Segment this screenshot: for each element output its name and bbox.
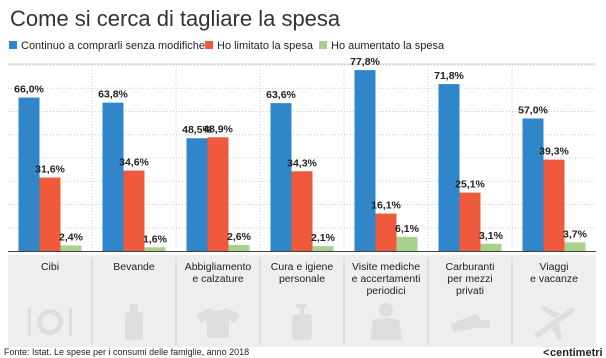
data-label: 3,1% bbox=[479, 230, 504, 242]
data-label: 71,8% bbox=[434, 70, 464, 82]
data-label: 1,6% bbox=[143, 233, 168, 245]
bar-2 bbox=[123, 170, 145, 251]
bar-2 bbox=[39, 177, 61, 251]
category-label: Bevande bbox=[113, 261, 155, 273]
data-label: 66,0% bbox=[14, 84, 44, 96]
data-label: 2,1% bbox=[311, 232, 336, 244]
bar-1 bbox=[522, 118, 544, 251]
data-label: 25,1% bbox=[455, 179, 485, 191]
data-label: 31,6% bbox=[35, 164, 65, 176]
category-label: Abbigliamento e calzature bbox=[185, 261, 252, 285]
data-label: 34,3% bbox=[287, 157, 317, 169]
legend-label-1: Continuo a comprarli senza modifiche bbox=[21, 40, 205, 52]
bar-2 bbox=[459, 192, 481, 251]
bar-2 bbox=[543, 159, 565, 251]
bottle-icon bbox=[125, 304, 143, 340]
dish-icon bbox=[28, 308, 72, 336]
data-label: 57,0% bbox=[518, 104, 548, 116]
brand-logo: < centimetri bbox=[543, 347, 603, 358]
bar-1 bbox=[354, 70, 376, 252]
bar-3 bbox=[228, 244, 250, 251]
category-label: Cibi bbox=[41, 261, 59, 273]
bar-1 bbox=[102, 102, 124, 251]
brand-name: centimetri bbox=[550, 347, 603, 358]
bar-1 bbox=[18, 97, 40, 251]
bar-1 bbox=[270, 103, 292, 251]
bar-3 bbox=[60, 245, 82, 251]
bar-2 bbox=[291, 171, 313, 251]
bar-2 bbox=[207, 137, 229, 251]
data-label: 3,7% bbox=[563, 228, 588, 240]
category-panel: Cibi Bevande Abbigliamento e calzature Cura … bbox=[8, 255, 596, 347]
legend-swatch-3 bbox=[319, 41, 327, 49]
legend-label-3: Ho aumentato la spesa bbox=[331, 40, 445, 52]
shirt-icon bbox=[196, 308, 240, 338]
category-label: Cura e igiene personale bbox=[271, 261, 334, 285]
bar-3 bbox=[480, 243, 502, 251]
data-label: 77,8% bbox=[350, 56, 380, 68]
data-label: 39,3% bbox=[539, 146, 569, 158]
legend-label-2: Ho limitato la spesa bbox=[217, 40, 314, 52]
source-note: Fonte: Istat. Le spese per i consumi del… bbox=[4, 347, 249, 357]
doctor-icon bbox=[370, 303, 402, 340]
brand-mark-glyph: < bbox=[543, 347, 549, 358]
gridlines bbox=[8, 63, 596, 251]
category-label: Visite mediche e accertamenti periodici bbox=[352, 261, 421, 297]
category-label: Viaggi e vacanze bbox=[530, 261, 578, 285]
legend: Continuo a comprarli senza modifiche Ho l… bbox=[9, 40, 445, 52]
data-label: 6,1% bbox=[395, 223, 420, 235]
bar-3 bbox=[396, 236, 418, 251]
data-label: 63,6% bbox=[266, 89, 296, 101]
legend-swatch-2 bbox=[205, 41, 213, 49]
bar-2 bbox=[375, 213, 397, 251]
legend-swatch-1 bbox=[9, 41, 17, 49]
data-label: 48,9% bbox=[203, 123, 233, 135]
data-label: 63,8% bbox=[98, 89, 128, 101]
bar-3 bbox=[564, 242, 586, 251]
data-label: 34,6% bbox=[119, 157, 149, 169]
fuel-nozzle-icon bbox=[450, 314, 490, 332]
bar-1 bbox=[438, 84, 460, 251]
soap-dispenser-icon bbox=[292, 304, 312, 340]
bar-3 bbox=[144, 247, 166, 251]
bars bbox=[8, 70, 596, 252]
chart-title: Come si cerca di tagliare la spesa bbox=[10, 6, 341, 31]
data-label: 48,5% bbox=[182, 124, 212, 136]
airplane-icon bbox=[534, 306, 575, 340]
bar-3 bbox=[312, 246, 334, 251]
data-label: 16,1% bbox=[371, 200, 401, 212]
data-label: 2,6% bbox=[227, 231, 252, 243]
data-labels: 66,0% 31,6% 2,4% 63,8% 34,6% 1,6% 48,5%48,9% 2,… bbox=[14, 56, 588, 245]
bar-1 bbox=[186, 138, 208, 251]
category-label: Carburanti per mezzi privati bbox=[445, 261, 494, 297]
data-label: 2,4% bbox=[59, 231, 84, 243]
